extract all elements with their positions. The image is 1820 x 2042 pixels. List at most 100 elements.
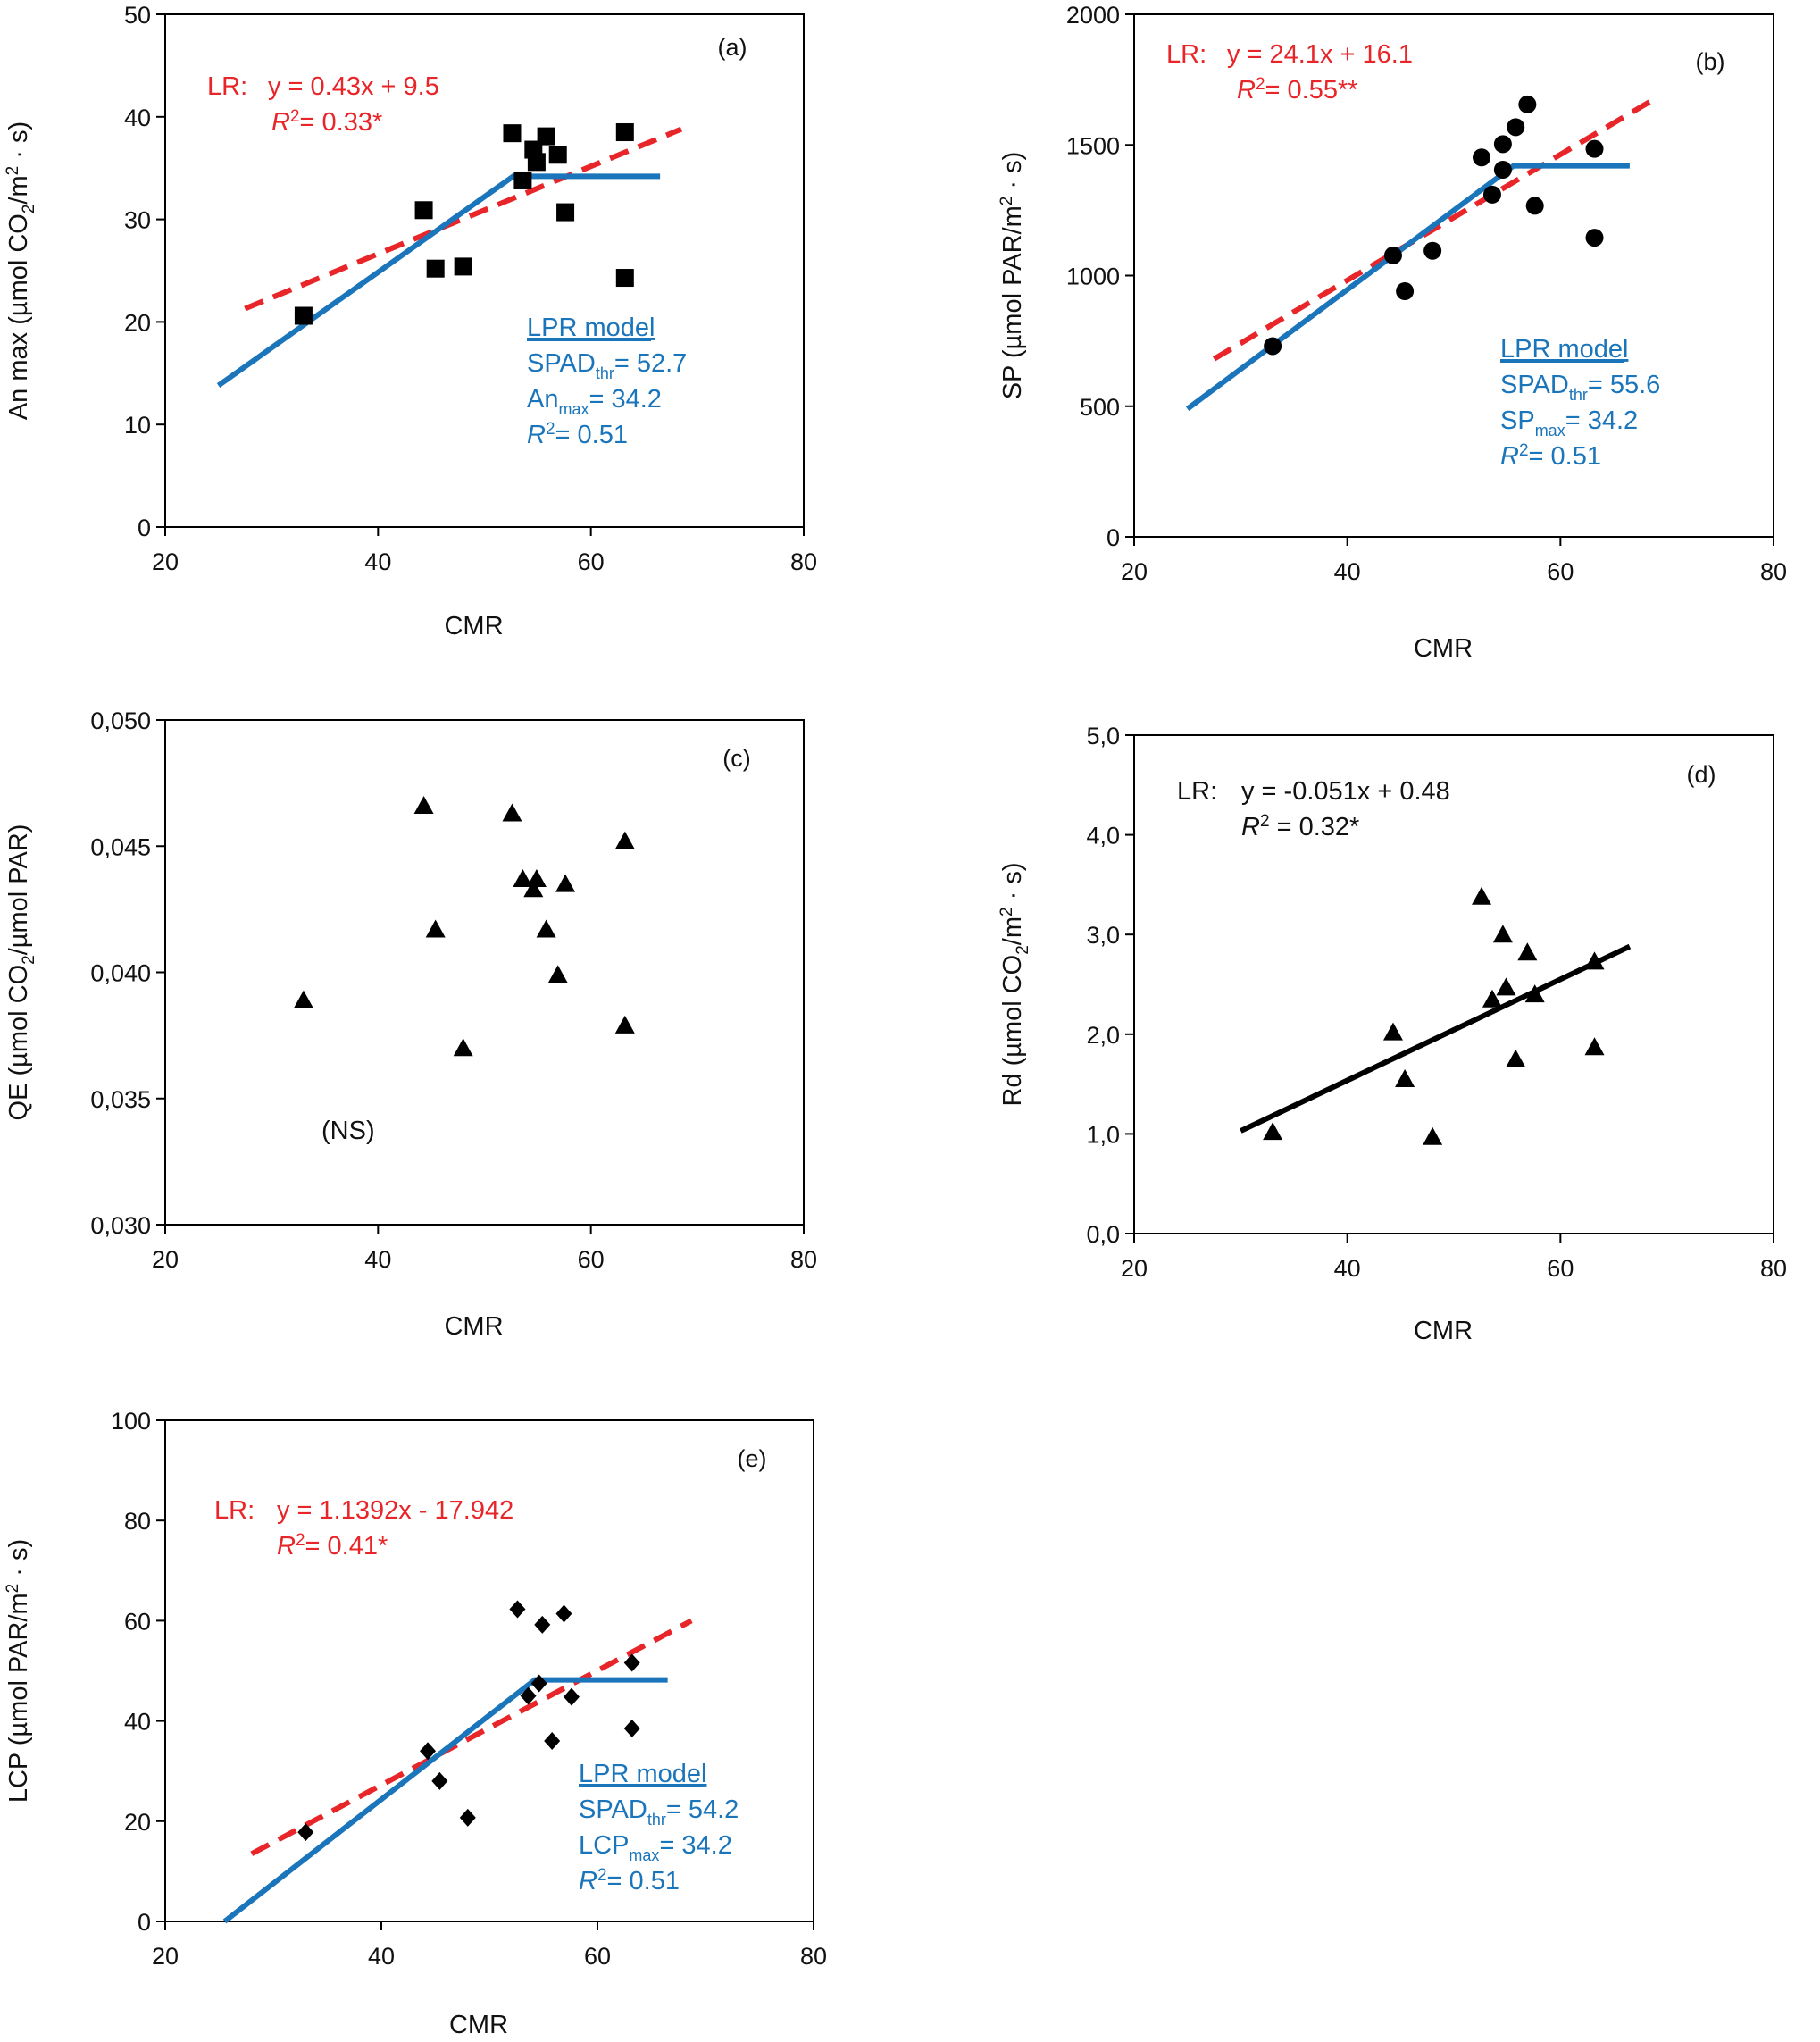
lpr-max-subscript: max <box>629 1846 659 1864</box>
lpr-max-value: = 34.2 <box>1565 406 1638 435</box>
y-axis-label-part: SP (µmol PAR/m <box>998 205 1027 399</box>
lpr-threshold-name: SPAD <box>579 1795 647 1824</box>
y-axis-label-part: 2 <box>4 166 22 176</box>
y-tick-label: 3,0 <box>1086 922 1120 949</box>
lpr-max-subscript: max <box>1535 422 1565 439</box>
panel-label: (e) <box>738 1445 767 1472</box>
y-tick-label: 100 <box>111 1408 151 1435</box>
x-tick-label: 80 <box>1760 558 1787 585</box>
y-axis-label-part: · s) <box>998 152 1027 197</box>
lr-r-squared-exponent: 2 <box>1260 812 1270 831</box>
chart-panel-c: 20 40 60 80 0,030 0,035 0,040 0,045 0,050 CMR QE (… <box>4 707 817 1341</box>
y-tick-label: 1,0 <box>1086 1121 1120 1148</box>
y-tick-label: 2,0 <box>1086 1022 1120 1049</box>
data-point-circle <box>1482 185 1501 204</box>
y-tick-label: 30 <box>124 207 151 234</box>
y-tick-label: 1500 <box>1066 132 1120 159</box>
y-axis-label: QE (µmol CO2/µmol PAR) <box>4 824 38 1121</box>
data-point-diamond <box>509 1600 526 1619</box>
data-point-triangle <box>1524 984 1545 1003</box>
data-point-triangle <box>614 831 635 849</box>
lr-r-squared-value: = 0.55** <box>1265 76 1358 105</box>
lpr-r-squared: R2= 0.51 <box>579 1866 680 1896</box>
data-point-triangle <box>1423 1126 1443 1145</box>
lpr-max-name: SP <box>1500 406 1535 435</box>
x-tick-label: 20 <box>1121 1255 1148 1282</box>
x-tick-label: 80 <box>790 548 817 575</box>
y-axis-label-part: An max (µmol CO <box>4 213 33 420</box>
x-tick-label: 40 <box>368 1943 395 1970</box>
data-point-diamond <box>520 1686 537 1705</box>
data-point-circle <box>1383 246 1402 264</box>
y-axis-label: An max (µmol CO2/m2 · s) <box>4 121 38 420</box>
x-tick-label: 80 <box>800 1943 827 1970</box>
lpr-threshold: SPADthr= 55.6 <box>1500 371 1660 404</box>
lr-r-squared: R2= 0.41* <box>277 1531 388 1561</box>
y-axis-label-part: Rd (µmol CO <box>998 955 1027 1107</box>
data-point-diamond <box>623 1720 640 1738</box>
lpr-r-squared-symbol: R <box>527 421 546 449</box>
data-point-triangle <box>547 965 568 983</box>
lpr-model-line <box>216 173 661 389</box>
y-axis-label-part: · s) <box>998 862 1027 907</box>
chart-panel-d: 20 40 60 80 0,0 1,0 2,0 3,0 4,0 5,0 CMR Rd (µmol CO… <box>998 723 1787 1345</box>
lr-r-squared-value: = 0.32* <box>1270 813 1360 841</box>
data-point-triangle <box>453 1038 473 1057</box>
x-tick-label: 60 <box>1547 558 1574 585</box>
y-axis-label-part: 2 <box>998 907 1016 916</box>
lpr-max: Anmax= 34.2 <box>527 385 662 418</box>
y-tick-label: 40 <box>124 1709 151 1736</box>
lpr-r-squared-exponent: 2 <box>597 1866 607 1885</box>
data-point-diamond <box>563 1687 580 1706</box>
data-point-triangle <box>293 990 313 1008</box>
data-point-square <box>513 171 532 189</box>
lpr-threshold-name: SPAD <box>1500 371 1569 399</box>
panel-label: (a) <box>718 34 747 61</box>
y-axis-label-part: LCP (µmol PAR/m <box>4 1593 33 1803</box>
y-axis-label-part: 2 <box>20 205 38 214</box>
y-axis-label-part: · s) <box>4 121 33 166</box>
lr-r-squared-value: = 0.41* <box>305 1532 388 1561</box>
lpr-r-squared-value: = 0.51 <box>555 421 628 449</box>
y-tick-label: 0,050 <box>90 707 151 734</box>
data-point-circle <box>1507 118 1525 137</box>
x-tick-label: 80 <box>1760 1255 1787 1282</box>
data-point-triangle <box>425 919 446 938</box>
lr-label: LR: <box>1166 40 1206 69</box>
data-point-circle <box>1493 161 1512 180</box>
data-point-diamond <box>534 1615 551 1634</box>
panel-label: (b) <box>1696 48 1725 75</box>
lpr-max-value: = 34.2 <box>659 1831 731 1860</box>
data-point-triangle <box>555 874 576 892</box>
x-tick-label: 20 <box>152 548 179 575</box>
data-point-diamond <box>431 1771 448 1790</box>
x-tick-label: 80 <box>790 1246 817 1273</box>
data-point-diamond <box>555 1604 572 1623</box>
y-axis-label-part: 2 <box>998 197 1016 206</box>
x-tick-label: 20 <box>152 1943 179 1970</box>
data-point-triangle <box>1263 1122 1283 1141</box>
y-tick-label: 1000 <box>1066 264 1120 290</box>
data-point-circle <box>1264 337 1282 356</box>
data-point-diamond <box>297 1823 314 1842</box>
data-point-circle <box>1585 139 1604 158</box>
data-point-triangle <box>523 879 544 898</box>
lr-equation: y = 24.1x + 16.1 <box>1227 40 1413 69</box>
data-point-triangle <box>1506 1049 1526 1067</box>
data-point-square <box>537 127 555 146</box>
lr-r-squared: R2= 0.33* <box>271 107 382 137</box>
y-tick-label: 5,0 <box>1086 723 1120 749</box>
y-axis-label-part: 2 <box>20 955 38 965</box>
lr-r-squared-symbol: R <box>1241 813 1260 841</box>
data-point-circle <box>1518 95 1537 113</box>
data-point-square <box>615 269 634 288</box>
y-axis-label: Rd (µmol CO2/m2 · s) <box>998 862 1032 1106</box>
y-tick-label: 20 <box>124 1809 151 1836</box>
data-point-triangle <box>1395 1069 1415 1088</box>
plot-frame <box>1133 13 1774 538</box>
x-tick-label: 20 <box>152 1246 179 1273</box>
lpr-model-line <box>1185 163 1630 412</box>
